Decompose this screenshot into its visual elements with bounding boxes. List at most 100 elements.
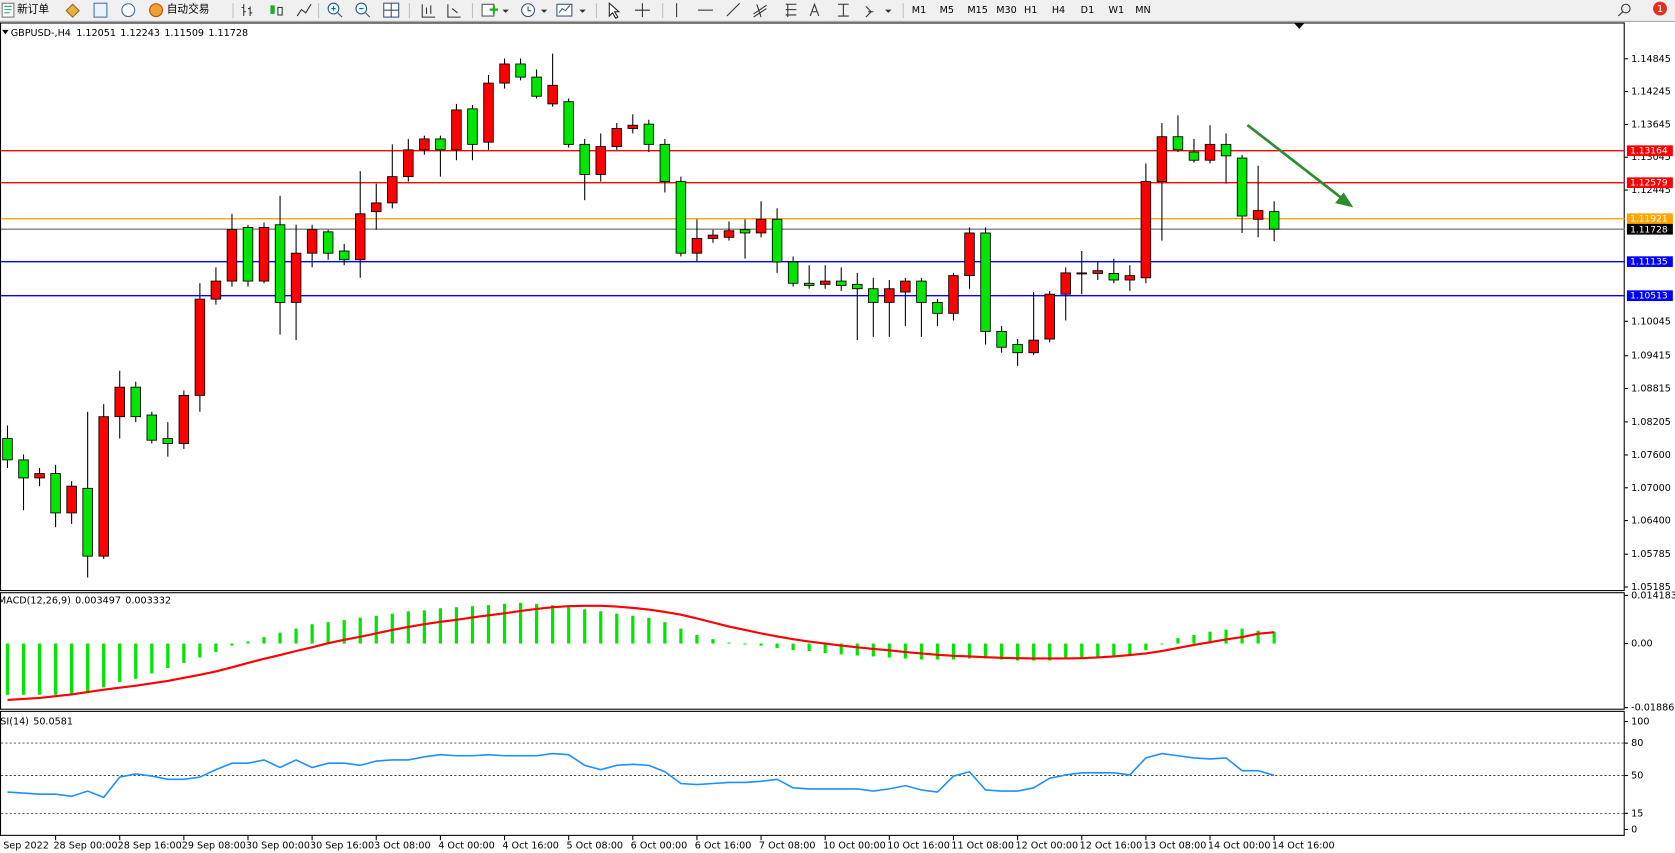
candle-body <box>322 231 334 254</box>
low-readout: 1.11509 <box>164 28 204 39</box>
candle-body <box>1124 275 1136 281</box>
timeframe-button[interactable]: M5 <box>940 5 954 16</box>
macd-bar <box>1224 629 1228 644</box>
candle-body <box>1188 151 1200 161</box>
candle-body <box>595 146 606 175</box>
candle-body <box>34 473 45 479</box>
level-tag <box>1626 290 1673 302</box>
macd-bar <box>711 639 715 644</box>
indicators-icon[interactable] <box>481 3 509 17</box>
history-icon[interactable] <box>65 3 80 18</box>
level-tag <box>1626 256 1673 268</box>
rsi-readout: 50.0581 <box>33 717 73 728</box>
timeframes: M1 M5 M15 M30 H1 H4 D1 W1 MN <box>912 5 1151 16</box>
notifications[interactable]: 1 <box>1653 1 1667 16</box>
candle-body <box>787 261 799 284</box>
autoscroll-icon[interactable] <box>421 4 436 18</box>
x-tick-label: 6 Oct 16:00 <box>695 841 752 852</box>
timeframe-button[interactable]: M15 <box>967 5 988 16</box>
candle-body <box>836 280 847 286</box>
macd-bar <box>534 603 539 644</box>
candle-body <box>531 76 542 97</box>
macd-bar <box>118 643 122 682</box>
level-label: 1.12579 <box>1630 179 1668 189</box>
y-tick-label: 0.014183 <box>1631 590 1675 601</box>
candle-chart-icon[interactable] <box>270 5 283 16</box>
fibo-icon[interactable] <box>785 3 797 18</box>
plots: 1.14845 1.14245 1.13645 1.13045 1.12445 1.100… <box>1 53 1675 852</box>
candle-body <box>403 149 414 178</box>
icon-part <box>270 5 275 14</box>
candle-body <box>18 459 29 479</box>
candle-body <box>387 176 398 204</box>
text-tool-icon[interactable] <box>809 2 820 17</box>
candle-body <box>1060 272 1071 295</box>
macd-bar <box>775 643 779 648</box>
templates-icon[interactable] <box>556 3 586 17</box>
timeframe-button[interactable]: MN <box>1135 5 1150 16</box>
auto-trading-icon <box>149 3 164 18</box>
level-label: 1.11135 <box>1630 258 1668 268</box>
icon-part <box>277 6 283 16</box>
line-chart-icon[interactable] <box>296 3 312 17</box>
new-order-button[interactable]: 新订单 <box>1 3 49 18</box>
cursor-icon[interactable] <box>608 2 621 19</box>
candle-body <box>242 227 254 282</box>
x-tick-label: Sep 2022 <box>3 841 49 852</box>
timeframe-button[interactable]: M1 <box>912 5 926 16</box>
trendline-icon[interactable] <box>726 2 741 17</box>
macd-bar <box>1256 630 1260 644</box>
macd-bar <box>1048 643 1052 661</box>
candle-body <box>547 84 558 105</box>
macd-bar <box>1032 643 1036 661</box>
x-tick-label: 29 Sep 08:00 <box>182 841 246 852</box>
timeframe-button[interactable]: H1 <box>1024 5 1037 16</box>
y-tick-label: 100 <box>1631 717 1649 728</box>
level-label: 1.11728 <box>1630 225 1668 235</box>
auto-trading-button[interactable]: 自动交易 <box>149 3 210 18</box>
tile-icon[interactable] <box>383 2 400 18</box>
signal-icon[interactable] <box>121 3 136 18</box>
label-tool-icon[interactable] <box>838 3 849 17</box>
timeframe-button[interactable]: D1 <box>1081 5 1095 16</box>
level-label: 1.11921 <box>1630 215 1668 225</box>
market-icon[interactable] <box>93 2 108 18</box>
candle-body <box>1172 136 1184 151</box>
candle-body <box>1252 210 1264 220</box>
candle-body <box>916 280 927 303</box>
level-tag <box>1626 223 1673 235</box>
timeframe-button[interactable]: W1 <box>1108 5 1124 16</box>
macd-bar <box>1096 643 1100 658</box>
candle-body <box>178 394 190 444</box>
timeframe-button[interactable]: M30 <box>996 5 1017 16</box>
macd-bar <box>134 643 138 679</box>
candle-body <box>1156 136 1168 182</box>
channel-icon[interactable] <box>753 4 767 18</box>
macd-bar <box>262 637 266 644</box>
periods-icon[interactable] <box>521 3 548 18</box>
shift-icon[interactable] <box>447 4 461 18</box>
bar-chart-icon[interactable] <box>241 4 253 17</box>
candle-body <box>515 63 526 78</box>
crosshair-icon[interactable] <box>634 3 650 18</box>
macd-readout: 0.003497 <box>75 596 121 607</box>
icon-part <box>383 3 399 18</box>
macd-bar <box>999 643 1004 660</box>
icon-part <box>331 6 343 18</box>
search-icon[interactable] <box>1617 3 1631 17</box>
macd-bar <box>1128 643 1132 655</box>
macd-header: MACD(12,26,9) 0.003497 0.003332 <box>0 596 171 607</box>
arrows-tool-icon[interactable] <box>865 6 892 18</box>
candle-body <box>1092 270 1104 274</box>
macd-bar <box>21 643 26 695</box>
timeframe-button[interactable]: H4 <box>1052 5 1065 16</box>
zoom-in-icon[interactable] <box>327 2 343 18</box>
candle-body <box>1204 143 1216 161</box>
zoom-out-icon[interactable] <box>355 2 371 18</box>
macd-bar <box>551 605 555 644</box>
candle-body <box>210 280 222 300</box>
candle-body <box>755 218 767 234</box>
new-order-icon-lines <box>4 5 12 14</box>
macd-bar <box>583 609 587 644</box>
